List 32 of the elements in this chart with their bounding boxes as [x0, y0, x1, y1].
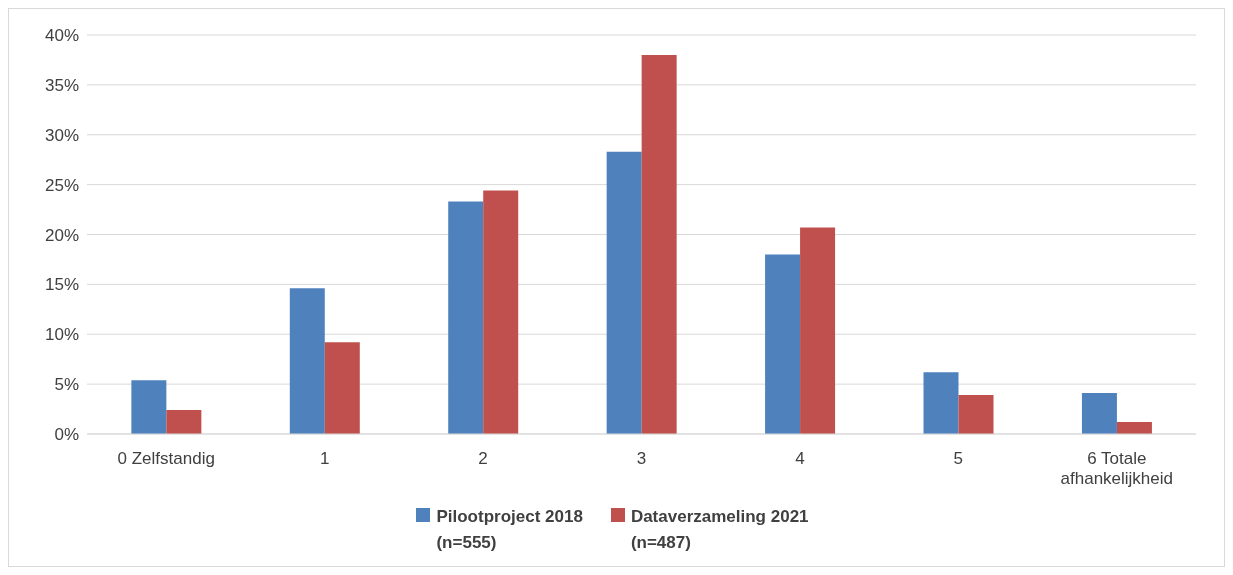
- bar: [448, 201, 484, 434]
- bar: [958, 395, 994, 434]
- y-tick-label: 25%: [44, 175, 79, 195]
- legend-label: Dataverzameling 2021 (n=487): [630, 506, 809, 554]
- bar: [1116, 422, 1152, 434]
- bar: [765, 254, 801, 434]
- y-tick-label: 35%: [44, 75, 79, 95]
- x-tick-label: 3: [636, 448, 647, 468]
- bar: [324, 342, 360, 434]
- y-tick-label: 40%: [44, 26, 79, 46]
- bar: [606, 151, 642, 434]
- x-tick-label: 2: [478, 448, 488, 468]
- y-tick-label: 10%: [44, 325, 79, 345]
- bar: [289, 288, 325, 434]
- y-tick-label: 0%: [54, 425, 79, 445]
- y-tick-label: 15%: [44, 275, 79, 295]
- bar: [800, 227, 836, 434]
- y-tick-label: 20%: [44, 225, 79, 245]
- bar: [483, 190, 519, 434]
- x-tick-label: 1: [319, 448, 330, 468]
- legend-label: Pilootproject 2018 (n=555): [436, 506, 583, 554]
- bar: [166, 410, 202, 434]
- y-tick-label: 30%: [44, 125, 79, 145]
- bar: [1081, 393, 1117, 434]
- x-tick-label: 0 Zelfstandig: [117, 448, 215, 468]
- bar: [923, 372, 959, 434]
- bar: [131, 380, 167, 434]
- x-tick-label: 6 Totale afhankelijkheid: [1060, 448, 1174, 488]
- x-tick-label: 4: [795, 448, 805, 468]
- bar: [641, 54, 677, 434]
- x-tick-label: 5: [953, 448, 964, 468]
- y-tick-label: 5%: [54, 375, 79, 395]
